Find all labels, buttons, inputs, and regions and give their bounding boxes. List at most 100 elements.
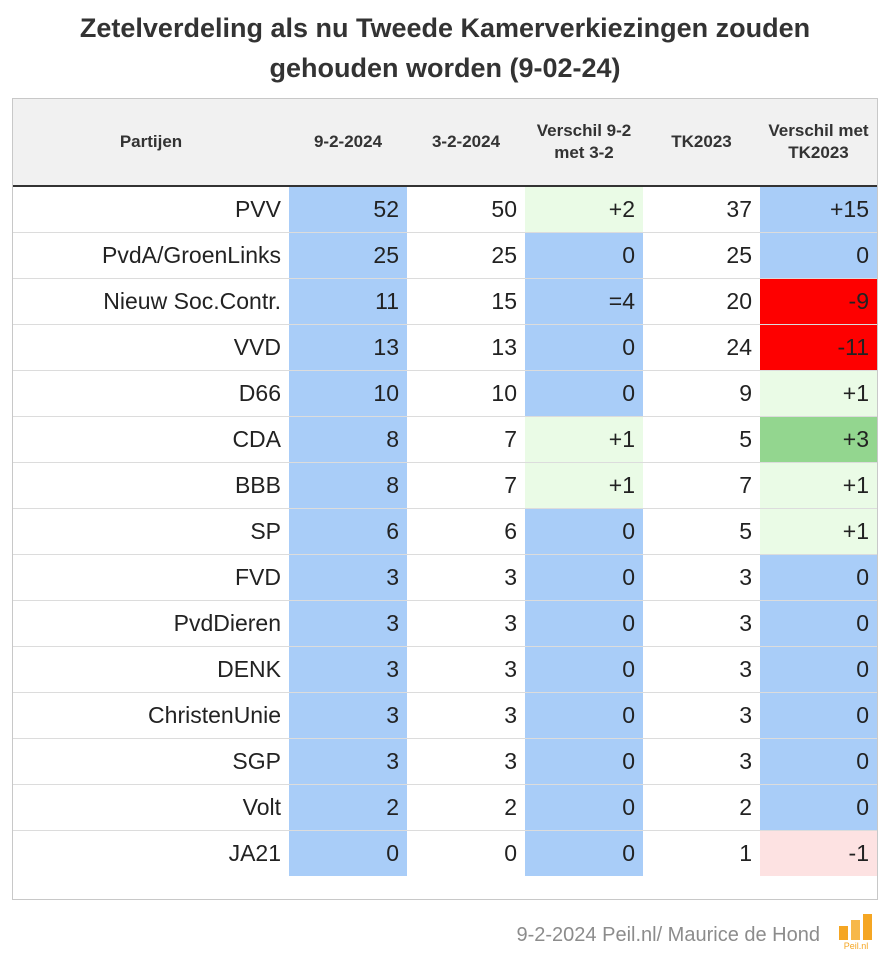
cell-party: Nieuw Soc.Contr. (13, 278, 289, 325)
cell-diff-tk2023: 0 (760, 600, 877, 647)
cell-party: JA21 (13, 830, 289, 876)
cell-diff-tk2023: 0 (760, 646, 877, 693)
cell-diff-tk2023: 0 (760, 692, 877, 739)
logo-bar-2 (851, 920, 860, 940)
cell-diff-polls: +2 (525, 186, 643, 233)
cell-poll-previous: 3 (407, 600, 525, 647)
logo-bar-3 (863, 914, 872, 940)
chart-title-line-2: gehouden worden (9-02-24) (269, 53, 621, 83)
cell-diff-tk2023: +1 (760, 370, 877, 417)
cell-diff-polls: 0 (525, 646, 643, 693)
table-row: PVV 52 50 +2 37 +15 (13, 186, 877, 233)
cell-tk2023: 3 (643, 646, 760, 693)
table-header-row: Partijen 9-2-2024 3-2-2024 Verschil 9-2 … (13, 99, 877, 187)
cell-diff-polls: 0 (525, 738, 643, 785)
cell-party: BBB (13, 462, 289, 509)
column-header-tk2023: TK2023 (643, 99, 760, 187)
table-row: JA21 0 0 0 1 -1 (13, 830, 877, 876)
cell-diff-polls: 0 (525, 784, 643, 831)
table-row: ChristenUnie 3 3 0 3 0 (13, 692, 877, 739)
cell-diff-tk2023: -11 (760, 324, 877, 371)
cell-poll-previous: 15 (407, 278, 525, 325)
cell-poll-current: 11 (289, 278, 407, 325)
cell-tk2023: 7 (643, 462, 760, 509)
table-row: Volt 2 2 0 2 0 (13, 784, 877, 831)
cell-party: ChristenUnie (13, 692, 289, 739)
cell-party: Volt (13, 784, 289, 831)
logo-bar-1 (839, 926, 848, 940)
column-header-diff-tk2023: Verschil met TK2023 (760, 99, 877, 187)
cell-poll-previous: 3 (407, 738, 525, 785)
cell-poll-current: 52 (289, 186, 407, 233)
table-row: BBB 8 7 +1 7 +1 (13, 462, 877, 509)
table-row: PvdA/GroenLinks 25 25 0 25 0 (13, 232, 877, 279)
column-header-poll-current: 9-2-2024 (289, 99, 407, 187)
cell-party: D66 (13, 370, 289, 417)
column-header-party: Partijen (13, 99, 289, 187)
cell-party: FVD (13, 554, 289, 601)
cell-poll-previous: 50 (407, 186, 525, 233)
cell-diff-tk2023: 0 (760, 232, 877, 279)
cell-poll-previous: 6 (407, 508, 525, 555)
cell-poll-current: 8 (289, 462, 407, 509)
cell-diff-polls: 0 (525, 830, 643, 876)
cell-diff-tk2023: 0 (760, 554, 877, 601)
cell-diff-polls: 0 (525, 692, 643, 739)
chart-title: Zetelverdeling als nu Tweede Kamerverkie… (0, 8, 890, 88)
cell-tk2023: 20 (643, 278, 760, 325)
cell-diff-polls: +1 (525, 462, 643, 509)
table-row: Nieuw Soc.Contr. 11 15 =4 20 -9 (13, 278, 877, 325)
cell-poll-current: 13 (289, 324, 407, 371)
cell-diff-polls: 0 (525, 554, 643, 601)
cell-poll-current: 0 (289, 830, 407, 876)
cell-poll-previous: 7 (407, 462, 525, 509)
cell-poll-previous: 3 (407, 646, 525, 693)
cell-tk2023: 5 (643, 508, 760, 555)
table-row: SP 6 6 0 5 +1 (13, 508, 877, 555)
cell-poll-current: 25 (289, 232, 407, 279)
cell-poll-previous: 7 (407, 416, 525, 463)
cell-tk2023: 1 (643, 830, 760, 876)
cell-party: CDA (13, 416, 289, 463)
cell-tk2023: 3 (643, 692, 760, 739)
cell-poll-previous: 3 (407, 554, 525, 601)
logo-text: Peil.nl (844, 941, 869, 950)
cell-diff-tk2023: +3 (760, 416, 877, 463)
cell-tk2023: 37 (643, 186, 760, 233)
cell-poll-previous: 25 (407, 232, 525, 279)
cell-diff-tk2023: 0 (760, 738, 877, 785)
cell-diff-tk2023: 0 (760, 784, 877, 831)
cell-poll-current: 10 (289, 370, 407, 417)
cell-party: SGP (13, 738, 289, 785)
table-row: VVD 13 13 0 24 -11 (13, 324, 877, 371)
cell-poll-current: 3 (289, 646, 407, 693)
cell-tk2023: 3 (643, 600, 760, 647)
seat-table: Partijen 9-2-2024 3-2-2024 Verschil 9-2 … (13, 99, 877, 876)
cell-diff-polls: +1 (525, 416, 643, 463)
cell-poll-current: 3 (289, 738, 407, 785)
cell-diff-polls: 0 (525, 508, 643, 555)
cell-tk2023: 5 (643, 416, 760, 463)
cell-diff-polls: 0 (525, 370, 643, 417)
cell-diff-tk2023: +15 (760, 186, 877, 233)
table-row: FVD 3 3 0 3 0 (13, 554, 877, 601)
cell-diff-polls: 0 (525, 324, 643, 371)
table-row: D66 10 10 0 9 +1 (13, 370, 877, 417)
table-row: CDA 8 7 +1 5 +3 (13, 416, 877, 463)
cell-tk2023: 24 (643, 324, 760, 371)
cell-tk2023: 25 (643, 232, 760, 279)
cell-poll-previous: 10 (407, 370, 525, 417)
cell-poll-previous: 0 (407, 830, 525, 876)
cell-party: VVD (13, 324, 289, 371)
cell-diff-tk2023: -1 (760, 830, 877, 876)
cell-party: SP (13, 508, 289, 555)
cell-party: PvdA/GroenLinks (13, 232, 289, 279)
seat-table-container: Partijen 9-2-2024 3-2-2024 Verschil 9-2 … (12, 98, 878, 900)
cell-poll-previous: 3 (407, 692, 525, 739)
cell-tk2023: 3 (643, 738, 760, 785)
cell-tk2023: 9 (643, 370, 760, 417)
cell-poll-current: 3 (289, 692, 407, 739)
cell-diff-tk2023: -9 (760, 278, 877, 325)
cell-tk2023: 3 (643, 554, 760, 601)
cell-poll-current: 2 (289, 784, 407, 831)
